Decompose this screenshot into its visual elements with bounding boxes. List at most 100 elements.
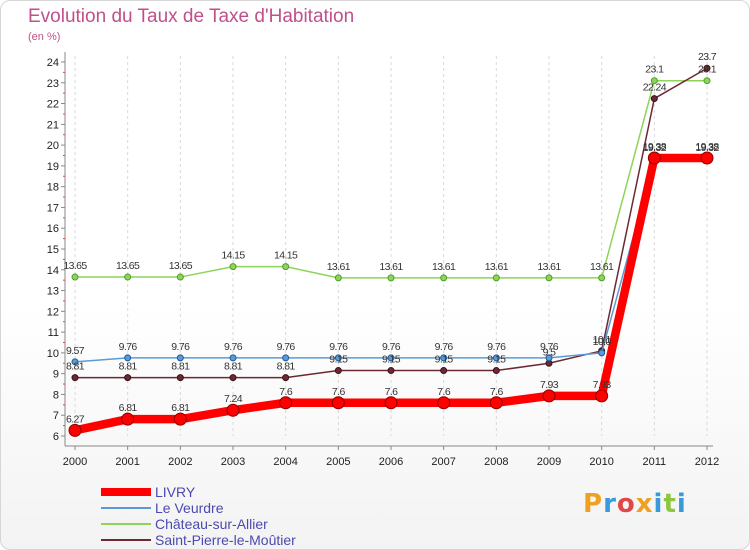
data-point-chateau-sur-allier bbox=[545, 274, 553, 282]
y-tick-label: 22 bbox=[47, 99, 59, 111]
x-tick-label: 2008 bbox=[484, 456, 508, 468]
y-tick-label: 9 bbox=[53, 369, 59, 381]
data-point-chateau-sur-allier bbox=[71, 273, 79, 281]
chart-title: Evolution du Taux de Taxe d'Habitation bbox=[28, 6, 355, 27]
data-label-le-veurdre: 19.32 bbox=[643, 142, 667, 154]
data-point-chateau-sur-allier bbox=[334, 274, 342, 282]
x-tick-label: 2000 bbox=[63, 456, 87, 468]
logo-letter: t bbox=[663, 489, 677, 519]
data-label-saint-pierre-le-moutier: 8.81 bbox=[277, 361, 296, 373]
data-point-saint-pierre-le-moutier bbox=[492, 367, 500, 375]
data-label-livry: 19.38 bbox=[643, 141, 667, 153]
data-point-saint-pierre-le-moutier bbox=[124, 374, 132, 382]
logo-letter: o bbox=[616, 489, 636, 519]
x-tick-label: 2004 bbox=[273, 456, 297, 468]
data-label-saint-pierre-le-moutier: 22.24 bbox=[643, 82, 667, 94]
data-label-livry: 7.93 bbox=[593, 379, 612, 391]
data-point-le-veurdre bbox=[124, 354, 132, 362]
x-tick-label: 2002 bbox=[168, 456, 192, 468]
data-label-livry: 7.93 bbox=[540, 379, 559, 391]
data-label-saint-pierre-le-moutier: 10.1 bbox=[593, 334, 612, 346]
data-label-le-veurdre: 9.76 bbox=[329, 341, 348, 353]
data-point-saint-pierre-le-moutier bbox=[334, 367, 342, 375]
legend-item: Saint-Pierre-le-Moûtier bbox=[101, 532, 296, 548]
data-label-le-veurdre: 19.32 bbox=[695, 142, 719, 154]
data-point-chateau-sur-allier bbox=[598, 274, 606, 282]
x-tick-label: 2003 bbox=[221, 456, 245, 468]
y-tick-label: 23 bbox=[47, 78, 59, 90]
data-point-chateau-sur-allier bbox=[282, 263, 290, 271]
data-point-livry bbox=[173, 412, 187, 426]
data-label-chateau-sur-allier: 13.61 bbox=[590, 261, 614, 273]
y-tick-label: 12 bbox=[47, 306, 59, 318]
x-tick-label: 2007 bbox=[431, 456, 455, 468]
data-point-saint-pierre-le-moutier bbox=[282, 374, 290, 382]
data-point-le-veurdre bbox=[176, 354, 184, 362]
data-label-saint-pierre-le-moutier: 9.15 bbox=[382, 354, 401, 366]
data-label-le-veurdre: 9.76 bbox=[540, 341, 559, 353]
data-point-livry bbox=[121, 412, 135, 426]
logo-letter: i bbox=[653, 489, 664, 519]
legend-label: Château-sur-Allier bbox=[155, 516, 268, 532]
legend-item: LIVRY bbox=[101, 484, 296, 500]
data-point-chateau-sur-allier bbox=[229, 263, 237, 271]
data-label-livry: 7.24 bbox=[224, 393, 243, 405]
data-label-chateau-sur-allier: 13.65 bbox=[116, 260, 140, 272]
data-point-livry bbox=[700, 151, 714, 165]
y-tick-label: 11 bbox=[48, 327, 59, 339]
chart-subtitle: (en %) bbox=[28, 31, 61, 43]
data-label-saint-pierre-le-moutier: 8.81 bbox=[224, 361, 243, 373]
legend-label: LIVRY bbox=[155, 484, 196, 500]
data-label-le-veurdre: 9.76 bbox=[277, 341, 296, 353]
data-point-saint-pierre-le-moutier bbox=[229, 374, 237, 382]
data-point-livry bbox=[384, 396, 398, 410]
data-point-le-veurdre bbox=[71, 358, 79, 366]
data-point-saint-pierre-le-moutier bbox=[650, 95, 658, 103]
data-label-chateau-sur-allier: 13.61 bbox=[379, 261, 403, 273]
data-point-livry bbox=[226, 403, 240, 417]
proxiti-logo: Proxiti bbox=[583, 489, 687, 519]
data-label-livry: 19.38 bbox=[695, 141, 719, 153]
y-tick-label: 7 bbox=[53, 410, 59, 422]
data-label-le-veurdre: 9.76 bbox=[119, 341, 138, 353]
y-tick-label: 17 bbox=[47, 202, 59, 214]
data-label-chateau-sur-allier: 13.61 bbox=[327, 261, 351, 273]
x-tick-label: 2009 bbox=[537, 456, 561, 468]
data-point-chateau-sur-allier bbox=[176, 273, 184, 281]
data-point-livry bbox=[331, 396, 345, 410]
x-tick-label: 2010 bbox=[589, 456, 613, 468]
data-point-le-veurdre bbox=[334, 354, 342, 362]
data-label-le-veurdre: 9.76 bbox=[435, 341, 454, 353]
data-label-chateau-sur-allier: 13.65 bbox=[63, 260, 87, 272]
data-label-livry: 7.6 bbox=[437, 386, 451, 398]
y-tick-label: 24 bbox=[47, 57, 59, 69]
logo-letter: i bbox=[676, 489, 687, 519]
data-label-saint-pierre-le-moutier: 9.15 bbox=[329, 354, 348, 366]
data-label-livry: 6.27 bbox=[66, 413, 85, 425]
logo-letter: P bbox=[583, 489, 604, 519]
data-point-le-veurdre bbox=[545, 354, 553, 362]
data-point-livry bbox=[437, 396, 451, 410]
logo-letter: x bbox=[635, 489, 654, 519]
data-point-saint-pierre-le-moutier bbox=[440, 367, 448, 375]
y-tick-label: 20 bbox=[47, 140, 59, 152]
legend-swatch-livry bbox=[101, 488, 151, 496]
data-label-saint-pierre-le-moutier: 8.81 bbox=[66, 361, 85, 373]
data-label-saint-pierre-le-moutier: 9.15 bbox=[435, 354, 454, 366]
y-tick-label: 21 bbox=[47, 119, 59, 131]
x-tick-label: 2006 bbox=[379, 456, 403, 468]
data-point-saint-pierre-le-moutier bbox=[387, 367, 395, 375]
y-tick-label: 8 bbox=[53, 389, 59, 401]
data-label-livry: 6.81 bbox=[171, 402, 190, 414]
data-point-livry bbox=[542, 389, 556, 403]
data-label-livry: 7.6 bbox=[332, 386, 346, 398]
data-label-chateau-sur-allier: 23.1 bbox=[698, 64, 717, 76]
data-label-le-veurdre: 9.76 bbox=[487, 341, 506, 353]
data-point-livry bbox=[647, 151, 661, 165]
legend-label: Le Veurdre bbox=[155, 500, 224, 516]
y-tick-label: 15 bbox=[47, 244, 59, 256]
data-point-livry bbox=[279, 396, 293, 410]
data-point-saint-pierre-le-moutier bbox=[176, 374, 184, 382]
